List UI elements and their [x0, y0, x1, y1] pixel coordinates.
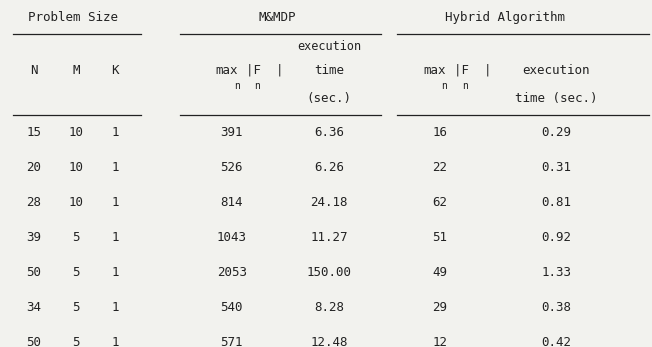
Text: execution: execution — [297, 40, 361, 53]
Text: 29: 29 — [432, 301, 447, 314]
Text: 2053: 2053 — [217, 266, 247, 279]
Text: |F  |: |F | — [454, 64, 492, 77]
Text: 150.00: 150.00 — [306, 266, 351, 279]
Text: 6.26: 6.26 — [314, 161, 344, 174]
Text: 15: 15 — [26, 126, 41, 139]
Text: 16: 16 — [432, 126, 447, 139]
Text: 50: 50 — [26, 336, 41, 347]
Text: 1: 1 — [111, 266, 119, 279]
Text: 5: 5 — [72, 266, 80, 279]
Text: 1: 1 — [111, 301, 119, 314]
Text: 12.48: 12.48 — [310, 336, 348, 347]
Text: 1: 1 — [111, 126, 119, 139]
Text: N: N — [30, 64, 38, 77]
Text: max: max — [423, 64, 446, 77]
Text: 1: 1 — [111, 196, 119, 209]
Text: 0.31: 0.31 — [541, 161, 571, 174]
Text: 34: 34 — [26, 301, 41, 314]
Text: 1.33: 1.33 — [541, 266, 571, 279]
Text: 6.36: 6.36 — [314, 126, 344, 139]
Text: 526: 526 — [220, 161, 243, 174]
Text: 51: 51 — [432, 231, 447, 244]
Text: 0.81: 0.81 — [541, 196, 571, 209]
Text: 39: 39 — [26, 231, 41, 244]
Text: 1: 1 — [111, 161, 119, 174]
Text: |F  |: |F | — [246, 64, 284, 77]
Text: 5: 5 — [72, 301, 80, 314]
Text: M&MDP: M&MDP — [259, 11, 296, 24]
Text: Hybrid Algorithm: Hybrid Algorithm — [445, 11, 565, 24]
Text: 62: 62 — [432, 196, 447, 209]
Text: 0.29: 0.29 — [541, 126, 571, 139]
Text: Problem Size: Problem Size — [28, 11, 118, 24]
Text: 11.27: 11.27 — [310, 231, 348, 244]
Text: 20: 20 — [26, 161, 41, 174]
Text: n: n — [462, 81, 468, 91]
Text: 1: 1 — [111, 336, 119, 347]
Text: 22: 22 — [432, 161, 447, 174]
Text: 24.18: 24.18 — [310, 196, 348, 209]
Text: 0.42: 0.42 — [541, 336, 571, 347]
Text: max: max — [216, 64, 238, 77]
Text: n: n — [234, 81, 240, 91]
Text: 391: 391 — [220, 126, 243, 139]
Text: M: M — [72, 64, 80, 77]
Text: 540: 540 — [220, 301, 243, 314]
Text: 49: 49 — [432, 266, 447, 279]
Text: 571: 571 — [220, 336, 243, 347]
Text: time (sec.): time (sec.) — [515, 92, 598, 105]
Text: 1: 1 — [111, 231, 119, 244]
Text: 1043: 1043 — [217, 231, 247, 244]
Text: 814: 814 — [220, 196, 243, 209]
Text: 28: 28 — [26, 196, 41, 209]
Text: n: n — [441, 81, 447, 91]
Text: (sec.): (sec.) — [306, 92, 351, 105]
Text: K: K — [111, 64, 119, 77]
Text: execution: execution — [523, 64, 590, 77]
Text: 5: 5 — [72, 336, 80, 347]
Text: 0.92: 0.92 — [541, 231, 571, 244]
Text: 10: 10 — [68, 126, 83, 139]
Text: 10: 10 — [68, 196, 83, 209]
Text: n: n — [254, 81, 260, 91]
Text: 12: 12 — [432, 336, 447, 347]
Text: time: time — [314, 64, 344, 77]
Text: 5: 5 — [72, 231, 80, 244]
Text: 0.38: 0.38 — [541, 301, 571, 314]
Text: 8.28: 8.28 — [314, 301, 344, 314]
Text: 50: 50 — [26, 266, 41, 279]
Text: 10: 10 — [68, 161, 83, 174]
